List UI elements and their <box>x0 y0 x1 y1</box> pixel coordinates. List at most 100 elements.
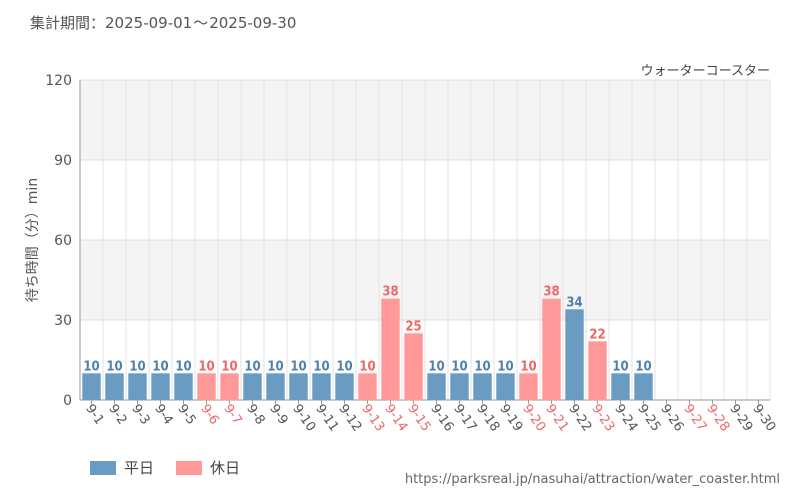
bar-value-label: 10 <box>359 359 375 374</box>
bar-9-2 <box>105 373 124 400</box>
bar-value-label: 10 <box>313 359 329 374</box>
x-tick-label: 9-16 <box>427 402 456 435</box>
bar-value-label: 10 <box>612 359 628 374</box>
x-tick-label: 9-1 <box>82 402 106 428</box>
y-tick-label: 60 <box>54 233 72 249</box>
x-tick-label: 9-19 <box>496 402 525 435</box>
x-tick-label: 9-3 <box>128 402 152 428</box>
bar-9-15 <box>404 333 423 400</box>
bar-value-label: 10 <box>290 359 306 374</box>
bar-9-11 <box>312 373 331 400</box>
bar-value-label: 10 <box>244 359 260 374</box>
x-tick-label: 9-21 <box>542 402 571 435</box>
legend-swatch-weekday <box>90 460 116 475</box>
x-tick-label: 9-29 <box>726 402 755 435</box>
bar-9-7 <box>220 373 239 400</box>
bar-value-label: 10 <box>129 359 145 374</box>
x-tick-label: 9-22 <box>565 402 594 435</box>
period-prefix: 集計期間： <box>30 14 106 32</box>
x-tick-label: 9-26 <box>657 402 686 435</box>
bar-9-14 <box>381 298 400 400</box>
period-end: 2025-09-30 <box>209 14 297 32</box>
bar-value-label: 10 <box>267 359 283 374</box>
x-tick-label: 9-2 <box>105 402 129 428</box>
x-tick-label: 9-23 <box>588 402 617 435</box>
bar-value-label: 10 <box>198 359 214 374</box>
x-tick-label: 9-6 <box>197 402 221 428</box>
x-tick-label: 9-14 <box>381 402 410 435</box>
bar-9-9 <box>266 373 285 400</box>
bar-value-label: 10 <box>336 359 352 374</box>
bar-9-16 <box>427 373 446 400</box>
period-label: 集計期間：2025-09-01～2025-09-30 <box>30 12 296 33</box>
bar-9-6 <box>197 373 216 400</box>
legend-item-holiday: 休日 <box>176 457 240 478</box>
bar-value-label: 10 <box>451 359 467 374</box>
legend-swatch-holiday <box>176 460 203 475</box>
source-url: https://parksreal.jp/nasuhai/attraction/… <box>404 472 780 487</box>
x-tick-label: 9-9 <box>266 402 290 428</box>
bar-value-label: 10 <box>497 359 513 374</box>
bar-value-label: 10 <box>83 359 99 374</box>
bar-value-label: 10 <box>175 359 191 374</box>
bar-value-label: 10 <box>635 359 651 374</box>
x-tick-label: 9-13 <box>358 402 387 435</box>
legend-label-holiday: 休日 <box>210 459 241 477</box>
x-tick-label: 9-20 <box>519 402 548 435</box>
bar-9-20 <box>519 373 538 400</box>
legend-label-weekday: 平日 <box>124 459 155 477</box>
bar-value-label: 10 <box>428 359 444 374</box>
x-tick-label: 9-30 <box>749 402 778 435</box>
x-tick-label: 9-24 <box>611 402 640 435</box>
bar-value-label: 10 <box>520 359 536 374</box>
legend-item-weekday: 平日 <box>90 457 154 478</box>
bar-9-21 <box>542 298 561 400</box>
x-tick-label: 9-5 <box>174 402 198 428</box>
bar-9-10 <box>289 373 308 400</box>
legend: 平日 休日 <box>90 457 262 478</box>
bar-9-5 <box>174 373 193 400</box>
bar-9-4 <box>151 373 170 400</box>
bar-9-17 <box>450 373 469 400</box>
bar-value-label: 38 <box>382 285 398 300</box>
x-tick-label: 9-15 <box>404 402 433 435</box>
x-tick-label: 9-27 <box>680 402 709 435</box>
bar-value-label: 34 <box>566 295 582 310</box>
bar-9-24 <box>611 373 630 400</box>
bar-9-8 <box>243 373 262 400</box>
bar-9-22 <box>565 309 584 400</box>
y-tick-label: 0 <box>63 393 72 409</box>
x-tick-label: 9-12 <box>335 402 364 435</box>
period-separator: ～ <box>193 14 209 32</box>
x-tick-label: 9-18 <box>473 402 502 435</box>
y-tick-label: 120 <box>45 73 72 89</box>
bar-value-label: 10 <box>152 359 168 374</box>
x-tick-label: 9-25 <box>634 402 663 435</box>
bar-9-18 <box>473 373 492 400</box>
y-tick-label: 90 <box>54 153 72 169</box>
bar-9-19 <box>496 373 515 400</box>
x-tick-label: 9-4 <box>151 402 175 428</box>
bar-9-1 <box>82 373 101 400</box>
chart-title: ウォーターコースター <box>640 64 770 79</box>
bar-value-label: 22 <box>589 327 605 342</box>
bar-value-label: 10 <box>474 359 490 374</box>
bar-9-3 <box>128 373 147 400</box>
x-tick-label: 9-28 <box>703 402 732 435</box>
bar-value-label: 10 <box>221 359 237 374</box>
x-tick-label: 9-17 <box>450 402 479 435</box>
x-tick-label: 9-8 <box>243 402 267 428</box>
bar-value-label: 10 <box>106 359 122 374</box>
bar-value-label: 38 <box>543 285 559 300</box>
x-tick-label: 9-11 <box>312 402 341 435</box>
bar-value-label: 25 <box>405 319 421 334</box>
bar-9-12 <box>335 373 354 400</box>
x-tick-label: 9-10 <box>289 402 318 435</box>
period-start: 2025-09-01 <box>105 14 193 32</box>
x-tick-label: 9-7 <box>220 402 244 428</box>
bar-9-25 <box>634 373 653 400</box>
bar-9-23 <box>588 341 607 400</box>
y-tick-label: 30 <box>54 313 72 329</box>
bar-9-13 <box>358 373 377 400</box>
